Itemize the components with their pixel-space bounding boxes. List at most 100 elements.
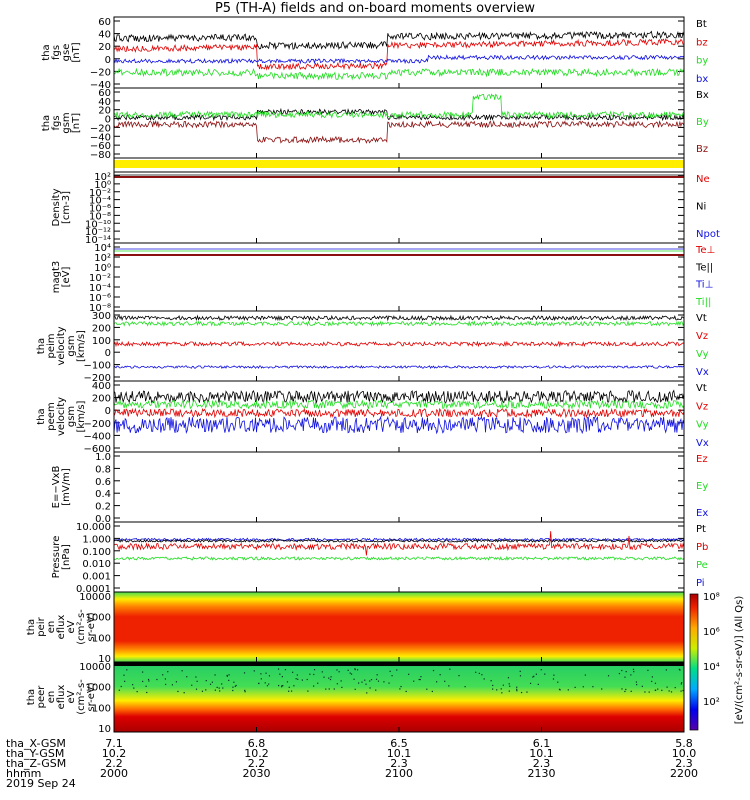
y-tick-label: 10⁻⁶ (89, 204, 111, 215)
spectrogram-speckle (408, 673, 410, 675)
spectrogram-speckle (226, 674, 228, 677)
spectrogram-speckle (552, 678, 555, 680)
spectrogram-peir (114, 592, 684, 662)
spectrogram-speckle (557, 681, 559, 683)
legend-npot: Npot (696, 229, 720, 240)
spectrogram-speckle (295, 678, 297, 680)
spectrogram-speckle (369, 687, 371, 689)
spectrogram-speckle (592, 686, 594, 688)
spectrogram-speckle (559, 689, 561, 691)
spectrogram-speckle (313, 669, 316, 671)
y-tick-label: 10⁻⁴ (89, 196, 111, 207)
spectrogram-speckle (181, 670, 183, 672)
y-axis-label-line: [mV/m] (61, 468, 72, 506)
spectrogram-speckle (630, 674, 632, 676)
spectrogram-speckle (444, 680, 446, 682)
spectrogram-speckle (288, 686, 290, 688)
spectrogram-speckle (647, 669, 649, 671)
spectrogram-speckle (431, 690, 433, 693)
y-tick-label: 10⁻⁸ (89, 303, 111, 314)
spectrogram-speckle (307, 690, 309, 692)
spectrogram-speckle (558, 688, 561, 690)
spectrogram-speckle (350, 673, 353, 675)
y-tick-label: −20 (90, 67, 111, 78)
spectrogram-speckle (321, 671, 323, 673)
y-axis-label: Pressure [nPa] (51, 536, 72, 579)
spectrogram-speckle (124, 680, 126, 682)
spectrogram-speckle (146, 691, 148, 694)
y-axis-label: tha peir en eflux eV (cm²-s-sr-eV) (26, 609, 97, 645)
legend-pt: Pt (696, 524, 706, 535)
y-tick-label: 10⁻² (89, 273, 111, 284)
legend-ti⊥: Ti⊥ (695, 280, 713, 291)
spectrogram-speckle (132, 684, 134, 686)
y-tick-label: −80 (90, 150, 111, 161)
y-tick-label: 10² (94, 253, 111, 264)
series-line (113, 30, 685, 51)
spectrogram-speckle (400, 685, 402, 688)
spectrogram-speckle (651, 676, 653, 678)
panel-frame (113, 380, 685, 453)
spectrogram-speckle (141, 671, 144, 673)
legend-ni: Ni (696, 202, 706, 213)
legend-pb: Pb (696, 542, 708, 553)
spectrogram-speckle (544, 673, 546, 675)
x-tick-label: 2100 (385, 767, 413, 780)
series-line (113, 38, 685, 71)
spectrogram-speckle (282, 685, 284, 687)
y-tick-label: −60 (90, 141, 111, 152)
y-axis-label-line: [km/s] (76, 400, 87, 432)
y-axis-label-line: eV (66, 690, 77, 703)
spectrogram-speckle (292, 671, 294, 673)
y-tick-label: 0.0001 (76, 584, 111, 595)
spectrogram-speckle (228, 674, 230, 676)
spectrogram-speckle (126, 669, 128, 671)
spectrogram-speckle (526, 691, 528, 693)
y-tick-label: 10² (94, 172, 111, 183)
spectrogram-speckle (296, 674, 298, 676)
spectrogram-speckle (389, 670, 391, 672)
spectrogram-speckle (574, 686, 576, 688)
legend-vx: Vx (696, 367, 709, 378)
spectrogram-speckle (624, 690, 626, 693)
y-axis-label-line: tha (41, 44, 52, 60)
spectrogram-top-band (114, 662, 684, 666)
y-tick-label: 0 (105, 115, 111, 126)
spectrogram-speckle (266, 685, 269, 687)
y-tick-label: 10⁰ (94, 263, 111, 274)
spectrogram-speckle (118, 689, 120, 691)
spectrogram-speckle (625, 688, 627, 691)
legend-by: By (696, 117, 709, 128)
spectrogram-speckle (635, 681, 638, 683)
spectrogram-speckle (293, 685, 295, 687)
spectrogram-speckle (330, 676, 332, 678)
y-tick-label: −200 (84, 373, 111, 384)
spectrogram-speckle (264, 682, 266, 684)
spectrogram-speckle (601, 688, 603, 690)
spectrogram-speckle (621, 669, 623, 672)
legend-vy: Vy (696, 420, 709, 431)
y-tick-label: 10⁰ (94, 180, 111, 191)
legend-vx: Vx (696, 438, 709, 449)
y-tick-label: 10⁻⁸ (89, 211, 111, 222)
y-tick-label: 0.010 (82, 559, 111, 570)
x-tick-label: 2130 (527, 767, 556, 780)
spectrogram-speckle (221, 683, 223, 685)
series-line (113, 398, 685, 410)
legend-pe: Pe (696, 560, 708, 571)
legend-vy: Vy (696, 349, 709, 360)
spectrogram-speckle (567, 689, 569, 691)
spectrogram-speckle (516, 688, 518, 690)
legend-pi: Pi (696, 578, 705, 589)
spectrogram-speckle (336, 683, 338, 685)
series-line (113, 537, 685, 542)
spectrogram-speckle (243, 672, 246, 674)
spectrogram-speckle (268, 675, 271, 677)
y-axis-label-line: velocity (56, 326, 67, 365)
y-tick-label: −200 (84, 419, 111, 430)
y-tick-label: 100 (92, 633, 111, 644)
spectrogram-speckle (205, 689, 207, 691)
